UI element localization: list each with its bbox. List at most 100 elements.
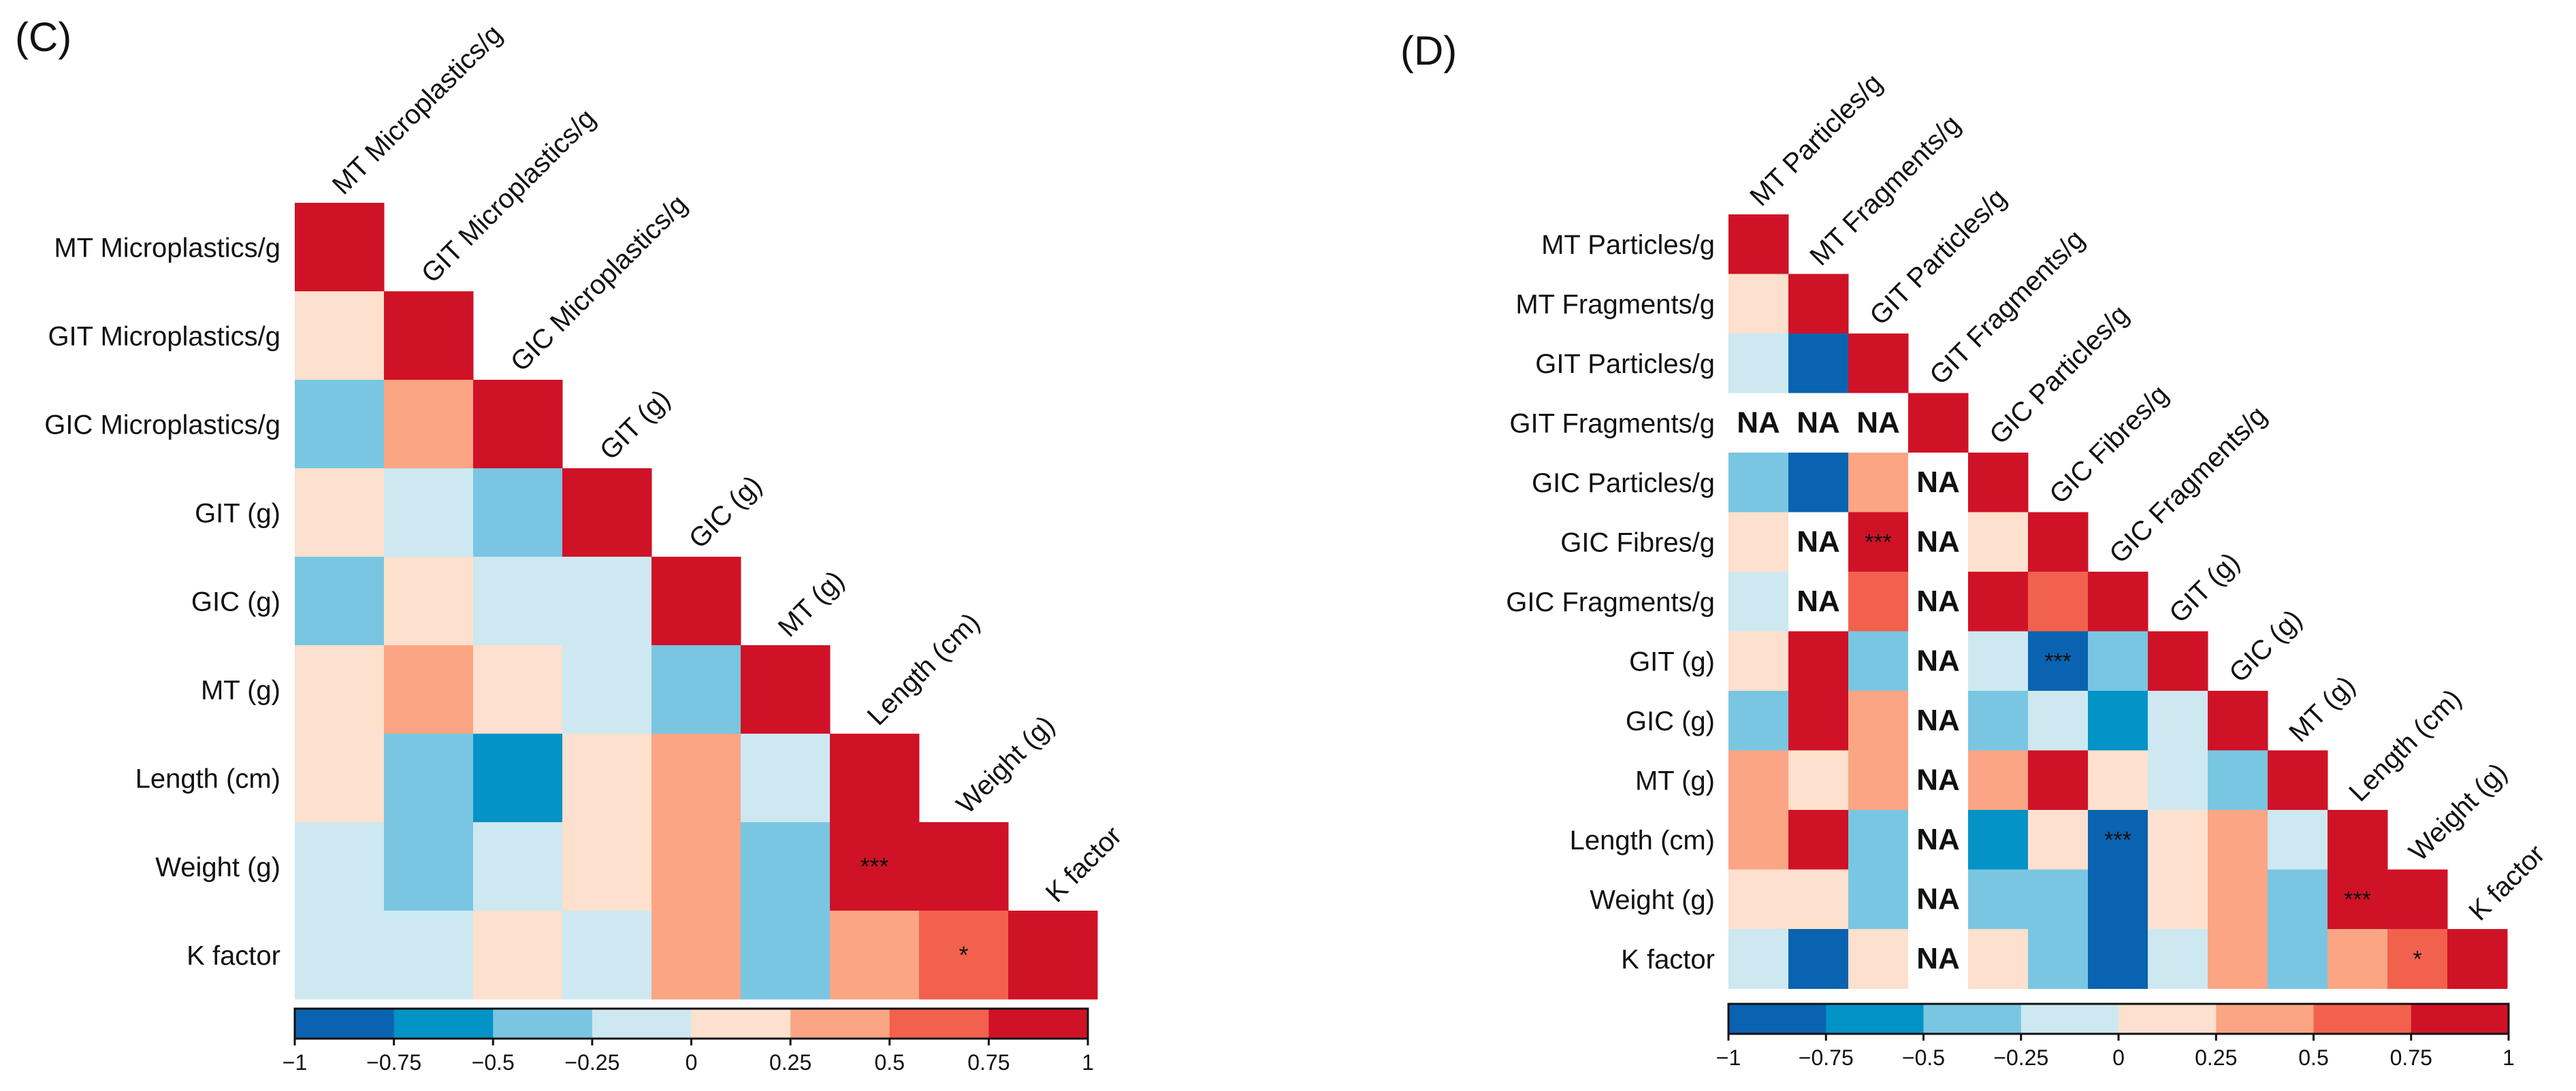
cell-r1-c1 bbox=[1788, 274, 1849, 334]
cell-r4-c1 bbox=[1788, 453, 1849, 512]
cell-na-r3-c2 bbox=[1848, 393, 1909, 453]
significance-mark: * bbox=[2413, 947, 2421, 973]
panel-d-cells: NA NA NA NA NA NA NA NA NA NA NA NA NA NA bbox=[1728, 214, 2508, 989]
colorbar-tick-label: 0.75 bbox=[967, 1050, 1010, 1075]
cell-r11-c7 bbox=[2148, 869, 2208, 930]
cell-na-r5-c1 bbox=[1788, 512, 1849, 572]
cell-na-r10-c3 bbox=[1908, 810, 1969, 870]
cell-r12-c12 bbox=[2447, 929, 2508, 989]
cell-r7-c6 bbox=[830, 822, 920, 911]
cell-r2-c1 bbox=[384, 380, 474, 469]
cell-r8-c1 bbox=[1788, 691, 1849, 751]
col-label-weight-g: Weight (g) bbox=[951, 710, 1061, 819]
cell-r2-c0 bbox=[295, 380, 385, 469]
cell-r3-c3 bbox=[562, 468, 652, 557]
cell-na-label: NA bbox=[1916, 823, 1960, 856]
cell-r10-c9 bbox=[2268, 810, 2328, 870]
panel-c-colorbar: −1 −0.75 −0.5 −0.25 0 0.25 0.5 0.75 1 bbox=[283, 1007, 1094, 1075]
cell-r7-c2 bbox=[1848, 631, 1909, 691]
cell-r6-c6 bbox=[830, 734, 920, 823]
cell-r7-c7 bbox=[2148, 631, 2208, 691]
cell-r12-c2 bbox=[1848, 929, 1909, 989]
cell-na-label: NA bbox=[1916, 764, 1960, 797]
cell-r1-c0 bbox=[295, 291, 385, 380]
row-label-gic-g: GIC (g) bbox=[191, 587, 280, 617]
colorbar-tick-label: 0.25 bbox=[769, 1050, 811, 1075]
cell-r10-c1 bbox=[1788, 810, 1849, 870]
cell-r8-c8 bbox=[1008, 911, 1098, 1000]
row-label-gic-fragments-g: GIC Fragments/g bbox=[1506, 587, 1715, 617]
col-label-mt-g: MT (g) bbox=[773, 565, 850, 642]
cell-na-label: NA bbox=[1916, 942, 1960, 975]
colorbar-tick-label: −0.5 bbox=[1902, 1045, 1945, 1070]
cell-r7-c3 bbox=[562, 822, 652, 911]
col-label-k-factor: K factor bbox=[2463, 839, 2551, 927]
colorbar-segment bbox=[393, 1009, 494, 1039]
cell-r4-c4 bbox=[1968, 453, 2029, 512]
colorbar-segment bbox=[988, 1009, 1089, 1039]
col-label-length-cm: Length (cm) bbox=[2343, 683, 2467, 807]
cell-na-r6-c1 bbox=[1788, 572, 1849, 632]
cell-r12-c9 bbox=[2268, 929, 2328, 989]
colorbar-segment bbox=[493, 1009, 593, 1039]
cell-r12-c1 bbox=[1788, 929, 1849, 989]
cell-r8-c5 bbox=[2028, 691, 2089, 751]
row-label-git-g: GIT (g) bbox=[1629, 647, 1715, 677]
row-label-gic-microplastics-g: GIC Microplastics/g bbox=[44, 410, 280, 440]
col-label-gic-g: GIC (g) bbox=[2223, 604, 2308, 689]
cell-na-label: NA bbox=[1916, 645, 1960, 678]
row-label-length-cm: Length (cm) bbox=[1570, 826, 1715, 856]
cell-r12-c7 bbox=[2148, 929, 2208, 989]
cell-na-r11-c3 bbox=[1908, 869, 1969, 930]
panel-c-row-labels: MT Microplastics/g GIT Microplastics/g GIC… bbox=[44, 233, 280, 971]
panel-d-row-labels: MT Particles/g MT Fragments/g GIT Particle… bbox=[1506, 230, 1715, 975]
colorbar-segment bbox=[2313, 1004, 2412, 1034]
colorbar-tick-label: 0 bbox=[686, 1050, 698, 1075]
cell-na-label: NA bbox=[1797, 585, 1840, 618]
colorbar-tick-label: −1 bbox=[1716, 1045, 1741, 1070]
cell-na-label: NA bbox=[1797, 525, 1840, 559]
row-label-mt-microplastics-g: MT Microplastics/g bbox=[54, 233, 280, 263]
colorbar-segment bbox=[2119, 1004, 2217, 1034]
col-label-weight-g: Weight (g) bbox=[2403, 758, 2513, 867]
cell-r12-c5 bbox=[2028, 929, 2089, 989]
cell-r8-c4 bbox=[651, 911, 741, 1000]
cell-na-r8-c3 bbox=[1908, 691, 1969, 751]
colorbar-tick-label: 0 bbox=[2112, 1045, 2125, 1070]
cell-r8-c0 bbox=[295, 911, 385, 1000]
significance-mark: *** bbox=[2344, 887, 2371, 913]
cell-r0-c0 bbox=[1728, 214, 1789, 274]
colorbar-tick-label: 0.5 bbox=[2298, 1045, 2328, 1070]
row-label-git-fragments-g: GIT Fragments/g bbox=[1509, 409, 1715, 439]
col-label-length-cm: Length (cm) bbox=[862, 607, 986, 731]
cell-r5-c2 bbox=[1848, 512, 1909, 572]
cell-r7-c5 bbox=[741, 822, 831, 911]
cell-r7-c0 bbox=[295, 822, 385, 911]
cell-r4-c2 bbox=[1848, 453, 1909, 512]
row-label-weight-g: Weight (g) bbox=[1590, 885, 1715, 915]
row-label-git-particles-g: GIT Particles/g bbox=[1535, 349, 1715, 379]
col-label-k-factor: K factor bbox=[1040, 821, 1128, 909]
cell-r6-c3 bbox=[562, 734, 652, 823]
colorbar-tick-label: 1 bbox=[2502, 1045, 2515, 1070]
colorbar-segment bbox=[1826, 1004, 1924, 1034]
cell-r12-c10 bbox=[2328, 929, 2388, 989]
cell-r3-c1 bbox=[384, 468, 474, 557]
cell-r6-c4 bbox=[1968, 572, 2029, 632]
cell-na-label: NA bbox=[1916, 704, 1960, 737]
cell-r9-c5 bbox=[2028, 750, 2089, 811]
significance-mark: *** bbox=[2104, 828, 2131, 853]
cell-r9-c7 bbox=[2148, 750, 2208, 811]
cell-na-label: NA bbox=[1916, 466, 1960, 499]
cell-r2-c0 bbox=[1728, 333, 1789, 393]
cell-r9-c2 bbox=[1848, 750, 1909, 811]
row-label-gic-g: GIC (g) bbox=[1626, 706, 1715, 736]
cell-na-label: NA bbox=[1916, 585, 1960, 618]
cell-r4-c0 bbox=[1728, 453, 1789, 512]
cell-r6-c1 bbox=[384, 734, 474, 823]
cell-r10-c4 bbox=[1968, 810, 2029, 870]
cell-r7-c4 bbox=[651, 822, 741, 911]
cell-r12-c6 bbox=[2088, 929, 2148, 989]
row-label-gic-particles-g: GIC Particles/g bbox=[1532, 468, 1715, 498]
